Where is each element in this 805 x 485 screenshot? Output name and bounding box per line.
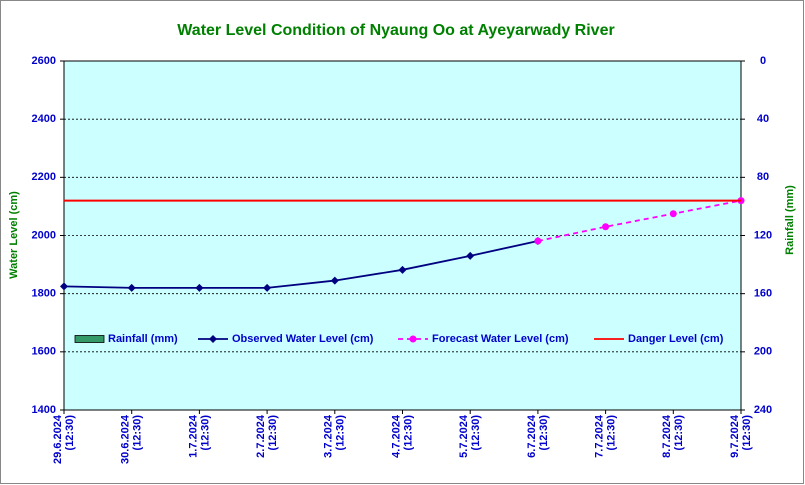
x-tick-label: (12:30)	[741, 415, 753, 451]
x-tick-label: (12:30)	[132, 415, 144, 451]
y2-axis-label: Rainfall (mm)	[784, 185, 796, 255]
y-tick-label: 2000	[32, 229, 56, 241]
x-tick-label: (12:30)	[538, 415, 550, 451]
x-tick-label: 6.7.2024	[526, 414, 538, 458]
x-tick-label: 3.7.2024	[323, 414, 335, 458]
y-tick-label: 2600	[32, 55, 56, 67]
y-tick-label: 2200	[32, 171, 56, 183]
x-tick-label: (12:30)	[673, 415, 685, 451]
x-tick-label: (12:30)	[267, 415, 279, 451]
x-tick-label: (12:30)	[470, 415, 482, 451]
legend-marker	[409, 335, 417, 343]
legend-swatch	[74, 335, 105, 343]
x-tick-label: (12:30)	[199, 415, 211, 451]
y2-tick-label: 80	[757, 171, 769, 183]
point	[669, 210, 677, 218]
x-tick-label: 5.7.2024	[458, 414, 470, 458]
x-tick-label: 7.7.2024	[594, 414, 606, 458]
point	[195, 283, 204, 292]
x-tick-label: 2.7.2024	[255, 414, 267, 458]
legend-marker	[209, 335, 217, 343]
y-axis-label: Water Level (cm)	[8, 191, 20, 279]
legend-label: Observed Water Level (cm)	[232, 333, 374, 345]
y2-tick-label: 200	[754, 346, 772, 358]
x-tick-label: (12:30)	[335, 415, 347, 451]
x-tick-label: 8.7.2024	[661, 414, 673, 458]
point	[263, 283, 272, 292]
x-tick-label: (12:30)	[606, 415, 618, 451]
chart-title: Water Level Condition of Nyaung Oo at Ay…	[177, 22, 614, 39]
point	[602, 223, 610, 231]
point	[466, 251, 475, 260]
series-line	[63, 240, 539, 289]
y2-tick-label: 40	[757, 113, 769, 125]
y2-tick-label: 240	[754, 404, 772, 416]
y2-tick-label: 0	[760, 55, 766, 67]
x-tick-label: 9.7.2024	[729, 414, 741, 458]
legend-label: Rainfall (mm)	[108, 333, 178, 345]
series-line	[537, 199, 742, 242]
y2-tick-label: 160	[754, 288, 772, 300]
y-tick-label: 1600	[32, 346, 56, 358]
y-tick-label: 1800	[32, 288, 56, 300]
point	[398, 265, 407, 274]
x-tick-label: 4.7.2024	[390, 414, 402, 458]
x-tick-label: 29.6.2024	[52, 414, 64, 464]
x-tick-label: 30.6.2024	[120, 414, 132, 464]
point	[330, 276, 339, 285]
x-tick-label: (12:30)	[402, 415, 414, 451]
y-tick-label: 1400	[32, 404, 56, 416]
point	[534, 237, 542, 245]
x-tick-label: (12:30)	[64, 415, 76, 451]
legend-label: Forecast Water Level (cm)	[432, 333, 569, 345]
point	[127, 283, 136, 292]
x-tick-label: 1.7.2024	[187, 414, 199, 458]
point	[60, 282, 68, 291]
y-tick-label: 2400	[32, 113, 56, 125]
legend-label: Danger Level (cm)	[628, 333, 724, 345]
y2-tick-label: 120	[754, 229, 772, 241]
